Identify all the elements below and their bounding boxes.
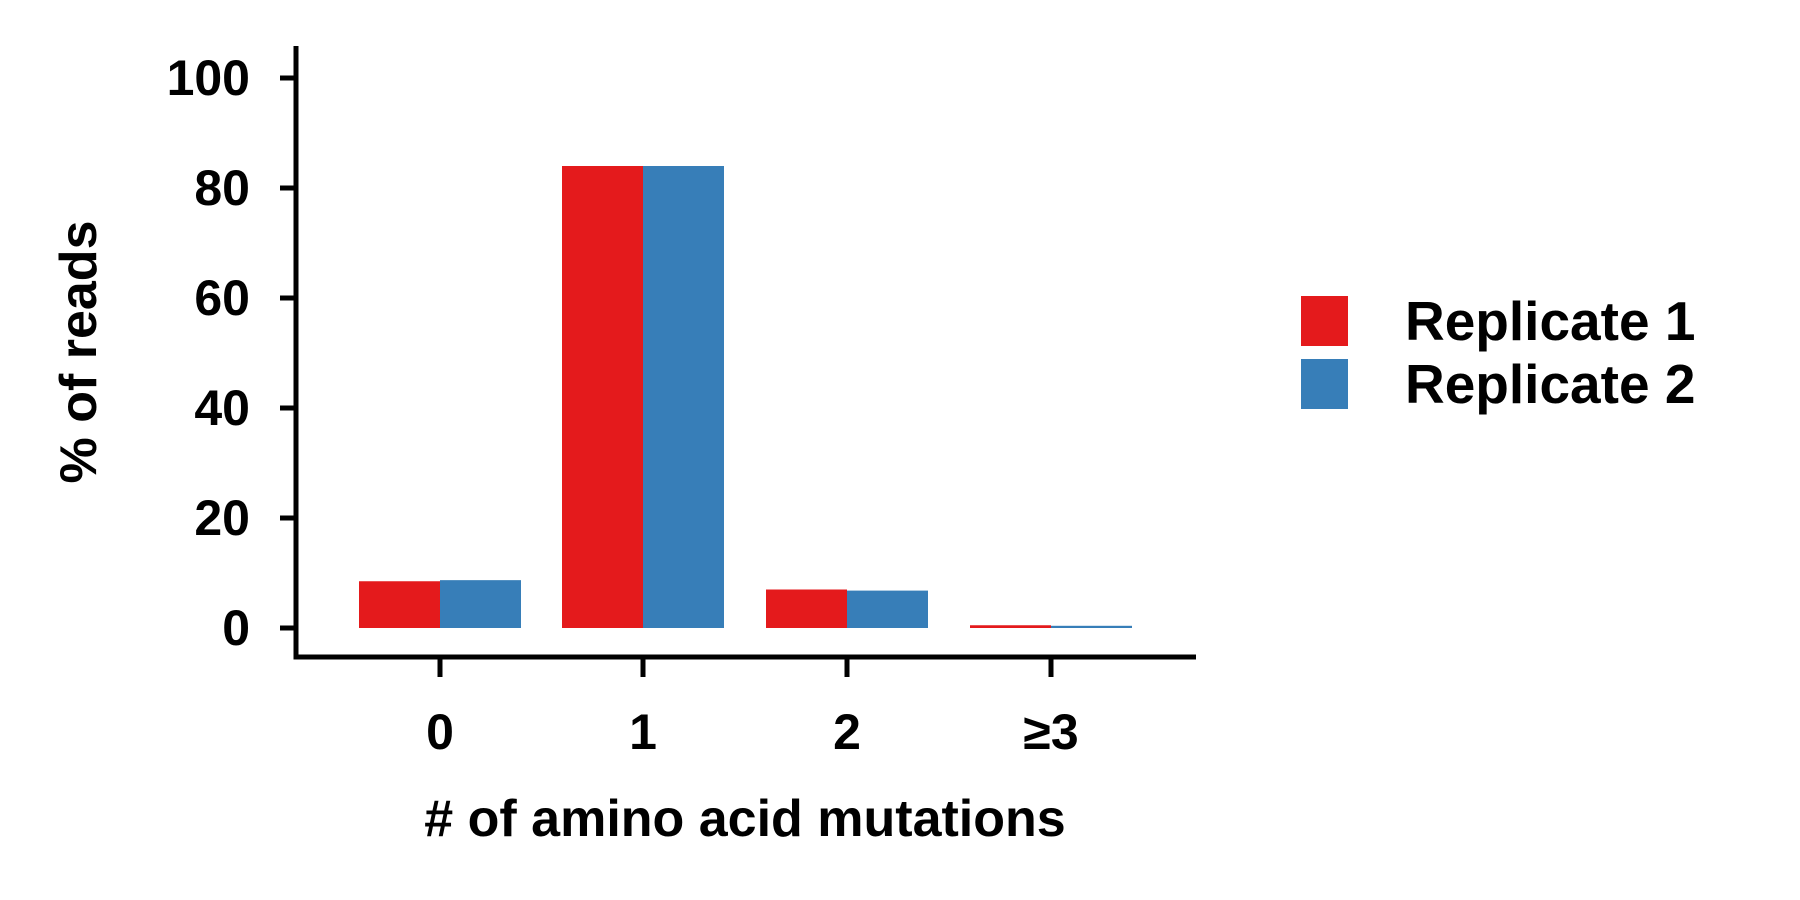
bar-replicate-1-3 (970, 625, 1051, 628)
x-tick-label: 1 (629, 704, 657, 760)
y-tick-label: 40 (194, 380, 250, 436)
legend-label-1: Replicate 1 (1405, 290, 1695, 352)
x-ticks: 0 1 2 ≥3 (426, 657, 1079, 760)
legend-swatch-2 (1301, 359, 1348, 409)
bar-replicate-2-0 (440, 580, 521, 628)
x-tick-label: ≥3 (1023, 704, 1078, 760)
y-tick-label: 100 (167, 50, 250, 106)
x-tick-label: 0 (426, 704, 454, 760)
bars-layer (359, 166, 1132, 628)
legend-label-2: Replicate 2 (1405, 353, 1695, 415)
legend-swatch-1 (1301, 296, 1348, 346)
y-ticks: 0 20 40 60 80 100 (167, 50, 296, 656)
bar-replicate-2-2 (847, 590, 928, 628)
bar-replicate-1-1 (562, 166, 643, 628)
x-axis-title: # of amino acid mutations (424, 790, 1065, 848)
bar-replicate-1-2 (766, 589, 847, 628)
y-tick-label: 0 (222, 600, 250, 656)
x-tick-label: 2 (833, 704, 861, 760)
bar-replicate-2-3 (1051, 625, 1132, 628)
bar-replicate-2-1 (643, 166, 724, 628)
bar-replicate-1-0 (359, 581, 440, 628)
y-tick-label: 80 (194, 160, 250, 216)
axes-layer (293, 46, 1196, 660)
y-tick-label: 60 (194, 270, 250, 326)
y-axis-title: % of reads (50, 221, 108, 484)
y-tick-label: 20 (194, 490, 250, 546)
